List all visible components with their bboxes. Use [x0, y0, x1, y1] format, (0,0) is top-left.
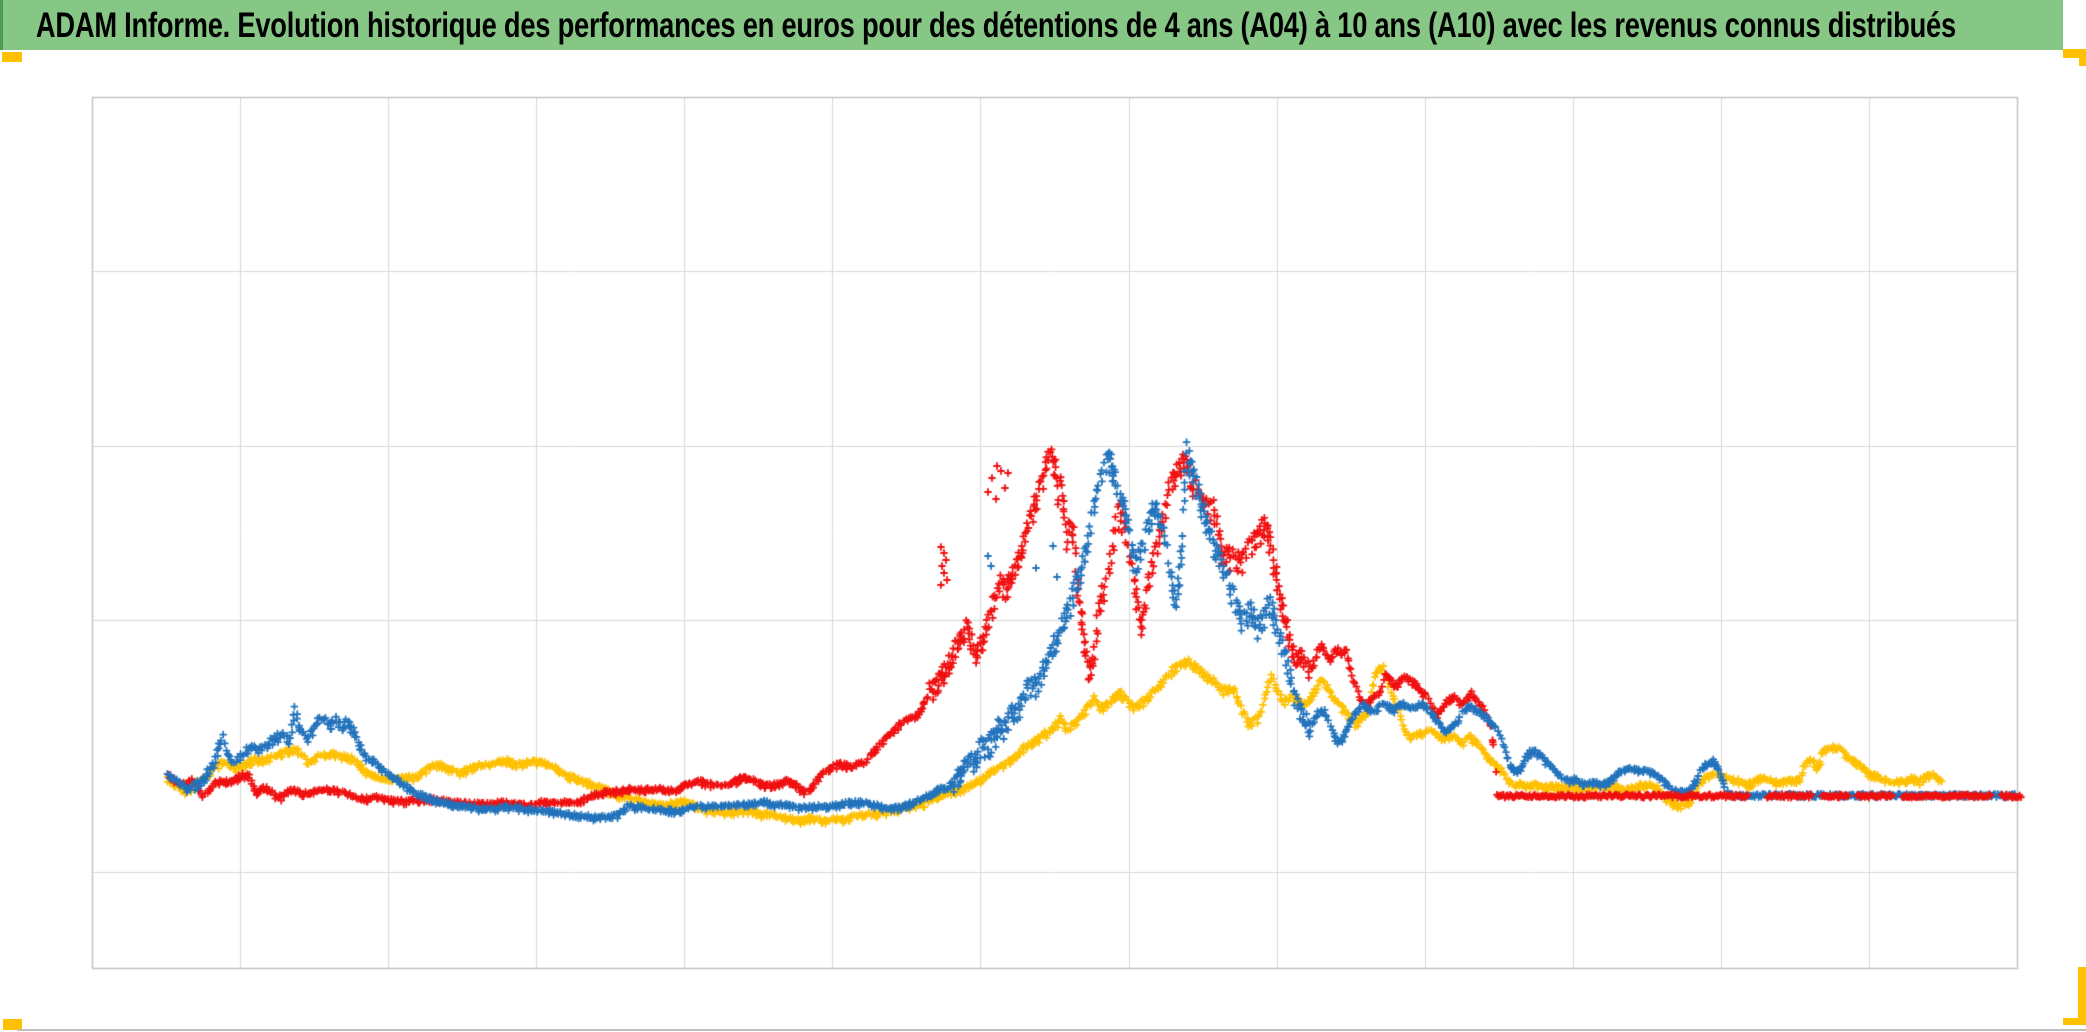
- title-bar-accent: [0, 0, 3, 50]
- corner-accent-top-left: [2, 52, 22, 62]
- corner-accent-top-right-vertical: [2079, 49, 2086, 66]
- chart-title: ADAM Informe. Evolution historique des p…: [35, 6, 1956, 45]
- corner-accent-bottom-right-vertical: [2078, 967, 2086, 1025]
- corner-accent-top-right-horizontal: [2063, 49, 2086, 58]
- bottom-rule: [17, 1029, 2086, 1031]
- corner-accent-bottom-right-horizontal: [2063, 1018, 2086, 1025]
- corner-accent-bottom-left: [3, 1019, 22, 1030]
- title-bar: ADAM Informe. Evolution historique des p…: [0, 0, 2063, 50]
